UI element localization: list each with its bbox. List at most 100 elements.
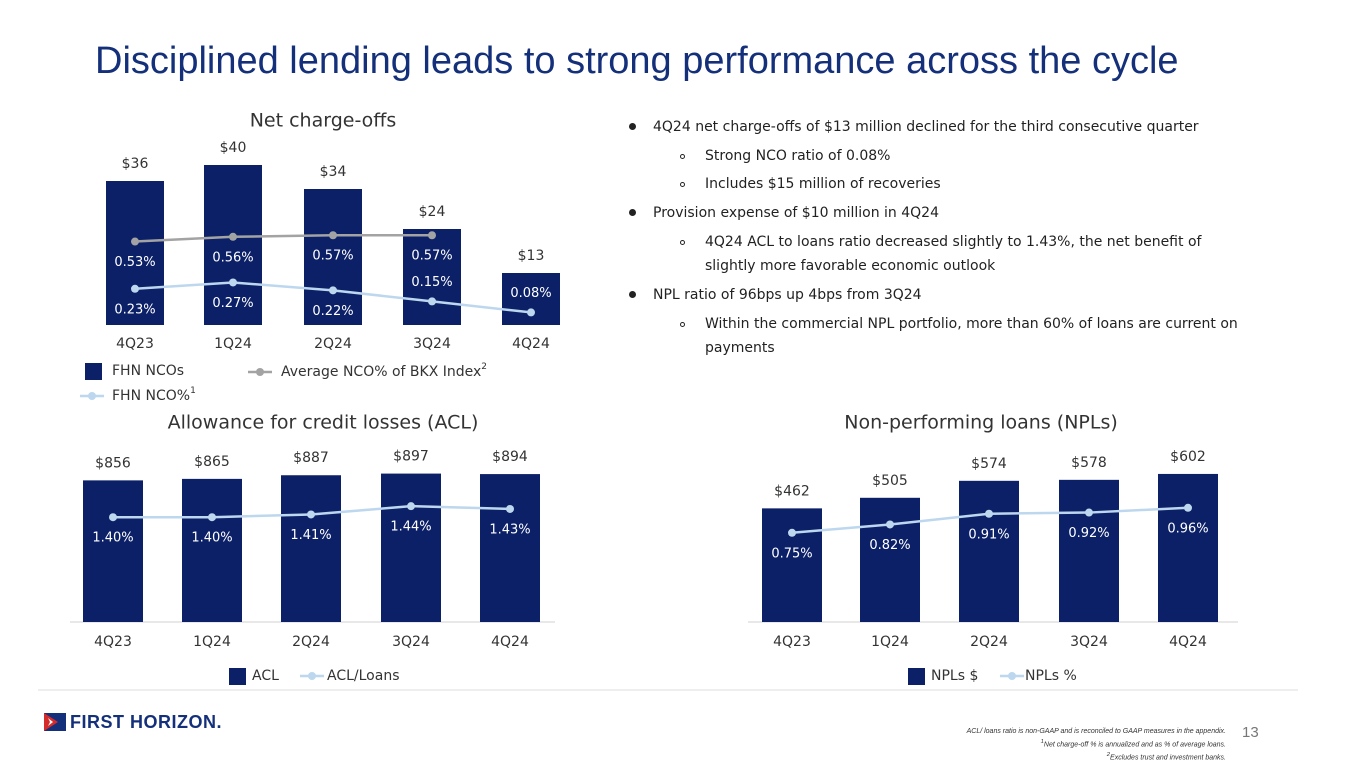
bar-value-label: $462 xyxy=(774,483,810,499)
bullet-text: 4Q24 net charge-offs of $13 million decl… xyxy=(653,119,1199,135)
bar-value-label: $36 xyxy=(122,156,149,172)
sub-bullet: 4Q24 ACL to loans ratio decreased slight… xyxy=(680,230,1245,278)
bullet: NPL ratio of 96bps up 4bps from 3Q24 Wit… xyxy=(653,284,1253,360)
line-value-label: 0.57% xyxy=(312,249,353,264)
line-point xyxy=(506,504,514,513)
line-value-label: 0.08% xyxy=(510,286,551,301)
bar xyxy=(403,229,461,325)
legend-footnote-mark: 1 xyxy=(190,386,196,396)
line-value-label: 1.40% xyxy=(92,531,133,546)
x-tick-label: 4Q23 xyxy=(773,634,811,650)
line-value-label: 0.27% xyxy=(212,296,253,311)
line-point xyxy=(307,510,315,519)
x-tick-label: 1Q24 xyxy=(193,634,231,650)
legend-name: FHN NCOs xyxy=(112,363,184,379)
page-number: 13 xyxy=(1242,724,1259,741)
footnote: 2Excludes trust and investment banks. xyxy=(967,750,1226,763)
bar-value-label: $887 xyxy=(293,450,329,466)
sub-list: Within the commercial NPL portfolio, mor… xyxy=(680,312,1245,360)
series-line xyxy=(134,233,432,243)
footnote: ACL/ loans ratio is non-GAAP and is reco… xyxy=(966,728,1226,735)
bar-value-label: $602 xyxy=(1170,449,1206,465)
sub-bullet: Includes $15 million of recoveries xyxy=(680,172,1245,196)
legend-label: ACL/Loans xyxy=(327,668,400,684)
line-value-label: 1.40% xyxy=(191,531,232,546)
bar-value-label: $24 xyxy=(419,204,446,220)
legend-swatch xyxy=(229,668,246,685)
line-value-label: 1.43% xyxy=(489,522,530,537)
legend-label: NPLs % xyxy=(1025,668,1077,684)
legend-name: FHN NCO% xyxy=(112,388,190,404)
bar-value-label: $13 xyxy=(518,248,545,264)
legend-label: NPLs $ xyxy=(931,668,978,684)
x-tick-label: 4Q23 xyxy=(94,634,132,650)
line-value-label: 0.22% xyxy=(312,304,353,319)
x-tick-label: 4Q24 xyxy=(512,336,550,352)
legend-label: FHN NCO%1 xyxy=(112,386,196,405)
line-point xyxy=(229,232,237,241)
bullet: Provision expense of $10 million in 4Q24… xyxy=(653,202,1253,278)
line-point xyxy=(1085,508,1093,517)
chart-title: Allowance for credit losses (ACL) xyxy=(168,412,479,434)
bar xyxy=(281,475,341,622)
legend-point xyxy=(308,672,316,680)
bullet: 4Q24 net charge-offs of $13 million decl… xyxy=(653,116,1253,196)
line-value-label: 0.96% xyxy=(1167,521,1208,536)
legend-point xyxy=(256,368,264,376)
bar-value-label: $897 xyxy=(393,449,429,465)
line-point xyxy=(527,308,535,317)
line-point xyxy=(131,284,139,293)
line-value-label: 0.53% xyxy=(114,255,155,270)
line-value-label: 1.41% xyxy=(290,528,331,543)
line-value-label: 1.44% xyxy=(390,520,431,535)
line-point xyxy=(428,297,436,306)
line-value-label: 0.23% xyxy=(114,302,155,317)
bar-value-label: $574 xyxy=(971,456,1007,472)
line-value-label: 0.82% xyxy=(869,538,910,553)
footnotes: ACL/ loans ratio is non-GAAP and is reco… xyxy=(967,727,1226,764)
line-point xyxy=(407,502,415,511)
x-tick-label: 1Q24 xyxy=(871,634,909,650)
legend-name: Average NCO% of BKX Index xyxy=(281,364,481,380)
bar xyxy=(860,497,920,622)
line-value-label: 0.57% xyxy=(411,249,452,264)
line-value-label: 0.75% xyxy=(771,546,812,561)
line-point xyxy=(985,509,993,518)
bar-value-label: $578 xyxy=(1071,455,1107,471)
bar xyxy=(83,480,143,622)
legend-swatch xyxy=(85,363,102,380)
bullet-text: Provision expense of $10 million in 4Q24 xyxy=(653,205,939,221)
bar xyxy=(182,478,242,622)
sub-bullet: Within the commercial NPL portfolio, mor… xyxy=(680,312,1245,360)
line-value-label: 0.91% xyxy=(968,527,1009,542)
bar xyxy=(106,181,164,325)
line-point xyxy=(329,231,337,240)
sub-bullet: Strong NCO ratio of 0.08% xyxy=(680,144,1245,168)
logo-icon xyxy=(44,713,66,731)
line-point xyxy=(788,528,796,537)
slide-title: Disciplined lending leads to strong perf… xyxy=(95,40,1179,82)
x-tick-label: 2Q24 xyxy=(970,634,1008,650)
line-point xyxy=(208,513,216,522)
bar xyxy=(1059,479,1119,622)
footnote-text: Net charge-off % is annualized and as % … xyxy=(1043,741,1226,749)
chart-title: Net charge-offs xyxy=(250,110,397,132)
line-point xyxy=(329,286,337,295)
legend-swatch xyxy=(908,668,925,685)
line-point xyxy=(229,278,237,287)
line-point xyxy=(131,237,139,246)
x-tick-label: 4Q23 xyxy=(116,336,154,352)
footnote: 1Net charge-off % is annualized and as %… xyxy=(967,737,1226,750)
footnote-text: Excludes trust and investment banks. xyxy=(1110,754,1226,762)
bar-value-label: $865 xyxy=(194,454,230,470)
legend-footnote-mark: 2 xyxy=(481,362,487,372)
x-tick-label: 4Q24 xyxy=(1169,634,1207,650)
line-point xyxy=(1184,503,1192,512)
bullet-text: NPL ratio of 96bps up 4bps from 3Q24 xyxy=(653,287,922,303)
logo-text: FIRST HORIZON. xyxy=(70,712,222,732)
line-value-label: 0.92% xyxy=(1068,526,1109,541)
x-tick-label: 3Q24 xyxy=(392,634,430,650)
bar-value-label: $856 xyxy=(95,455,131,471)
bar xyxy=(204,165,262,325)
